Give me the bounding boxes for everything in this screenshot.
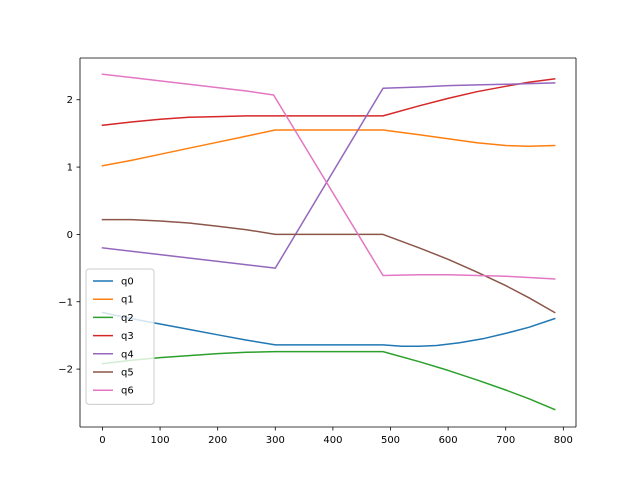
x-tick-label: 400 bbox=[323, 435, 342, 446]
legend-label-q3: q3 bbox=[121, 331, 134, 342]
x-tick-label: 200 bbox=[208, 435, 227, 446]
x-tick-label: 800 bbox=[554, 435, 573, 446]
series-line-q3 bbox=[101, 78, 556, 127]
series-line-q1 bbox=[101, 129, 556, 167]
y-tick-label: −2 bbox=[58, 365, 73, 376]
y-tick-label: 2 bbox=[67, 95, 73, 106]
x-tick-label: 700 bbox=[496, 435, 515, 446]
x-tick-label: 500 bbox=[381, 435, 400, 446]
series-line-q0 bbox=[101, 311, 556, 347]
legend-label-q5: q5 bbox=[121, 368, 134, 379]
x-tick-label: 100 bbox=[151, 435, 170, 446]
legend-label-q1: q1 bbox=[121, 295, 134, 306]
legend-box bbox=[85, 268, 155, 405]
series-line-q5 bbox=[101, 218, 556, 314]
y-tick-label: 1 bbox=[67, 163, 73, 174]
axes-layer bbox=[79, 57, 577, 428]
series-line-q4 bbox=[101, 82, 556, 269]
y-tick-label: −1 bbox=[58, 297, 73, 308]
legend-label-q0: q0 bbox=[121, 277, 134, 288]
legend-label-q2: q2 bbox=[121, 313, 134, 324]
series-layer bbox=[101, 73, 556, 411]
series-line-q2 bbox=[101, 350, 556, 411]
ticks-layer: 0 100 200 300 400 500 600 700 800 −2 −1 0 1 2 bbox=[58, 95, 573, 446]
y-tick-label: 0 bbox=[67, 230, 73, 241]
legend-label-q4: q4 bbox=[121, 349, 134, 360]
x-tick-label: 300 bbox=[266, 435, 285, 446]
series-line-q6 bbox=[101, 73, 556, 280]
x-tick-label: 0 bbox=[99, 435, 105, 446]
x-tick-label: 600 bbox=[439, 435, 458, 446]
legend-label-q6: q6 bbox=[121, 386, 134, 397]
legend: q0 q1 q2 q3 q4 q5 q6 bbox=[85, 268, 155, 405]
